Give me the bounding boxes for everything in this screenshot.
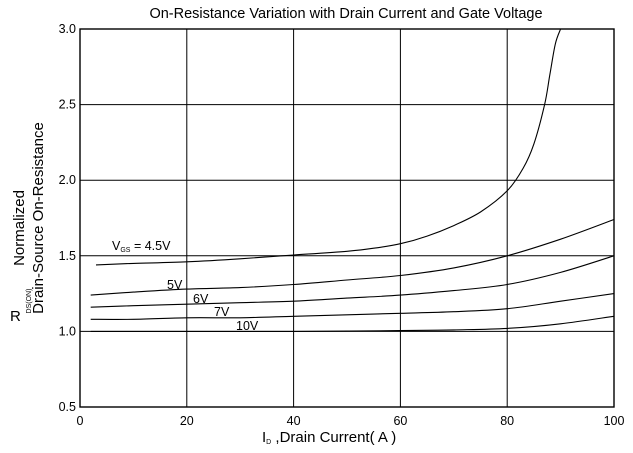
y-ticks: 0.5 1.0 1.5 2.0 2.5 3.0 — [59, 22, 76, 414]
series-label-1: 5V — [167, 278, 183, 292]
y-tick-label-2: 1.5 — [59, 249, 76, 263]
plot-frame — [79, 28, 615, 408]
y-axis-label: Normalized Drain-Source On-Resistance R … — [10, 122, 47, 325]
y-axis-label-line2: Drain-Source On-Resistance — [30, 122, 47, 314]
y-tick-label-4: 2.5 — [59, 98, 76, 112]
series-line-2 — [90, 255, 615, 308]
series-line-3 — [90, 293, 615, 320]
series-label-0: VGS = 4.5V — [112, 239, 171, 254]
x-tick-label-2: 40 — [287, 414, 301, 428]
series-label-2: 6V — [193, 292, 209, 306]
series-group: VGS = 4.5V 5V 6V 7V 10V — [90, 28, 615, 333]
y-axis-label-symbol: R — [10, 308, 21, 325]
x-ticks: 0 20 40 60 80 100 — [77, 414, 625, 428]
y-axis-label-subscript: DS(ON) — [26, 289, 33, 314]
x-tick-label-4: 80 — [500, 414, 514, 428]
x-tick-label-0: 0 — [77, 414, 84, 428]
series-line-0 — [95, 28, 562, 266]
y-tick-label-3: 2.0 — [59, 173, 76, 187]
series-label-4: 10V — [236, 319, 259, 333]
y-tick-label-0: 0.5 — [59, 400, 76, 414]
y-axis-label-line1: Normalized — [11, 190, 28, 266]
x-tick-label-5: 100 — [604, 414, 625, 428]
grid — [79, 28, 615, 408]
x-axis-label: ID ,Drain Current( A ) — [262, 429, 396, 446]
series-label-3: 7V — [214, 305, 230, 319]
series-line-1 — [90, 218, 615, 296]
chart-title: On-Resistance Variation with Drain Curre… — [149, 6, 542, 22]
series-line-4 — [90, 315, 615, 332]
y-tick-label-1: 1.0 — [59, 324, 76, 338]
x-tick-label-3: 60 — [393, 414, 407, 428]
x-tick-label-1: 20 — [180, 414, 194, 428]
y-tick-label-5: 3.0 — [59, 22, 76, 36]
